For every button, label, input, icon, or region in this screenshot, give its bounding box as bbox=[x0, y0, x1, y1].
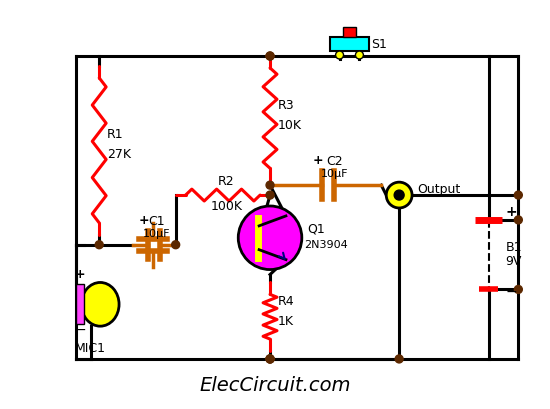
Text: ElecCircuit.com: ElecCircuit.com bbox=[199, 376, 351, 395]
Circle shape bbox=[336, 51, 344, 59]
Text: 10K: 10K bbox=[278, 119, 302, 132]
Text: −: − bbox=[505, 284, 517, 299]
Circle shape bbox=[238, 206, 302, 270]
Circle shape bbox=[266, 52, 274, 60]
Text: +: + bbox=[139, 214, 150, 227]
Text: R2: R2 bbox=[218, 175, 234, 188]
Circle shape bbox=[266, 355, 274, 363]
Text: R1: R1 bbox=[107, 128, 124, 142]
Circle shape bbox=[95, 241, 103, 249]
Text: 10μF: 10μF bbox=[321, 169, 348, 179]
Text: −: − bbox=[74, 323, 86, 337]
Circle shape bbox=[266, 355, 274, 363]
Text: MIC1: MIC1 bbox=[74, 342, 106, 355]
Text: 1K: 1K bbox=[278, 315, 294, 328]
Text: +: + bbox=[505, 205, 517, 219]
Circle shape bbox=[395, 355, 403, 363]
Text: +: + bbox=[313, 154, 323, 167]
Text: R3: R3 bbox=[278, 99, 295, 112]
Circle shape bbox=[394, 190, 404, 200]
Text: C1: C1 bbox=[148, 215, 164, 228]
Text: R4: R4 bbox=[278, 295, 295, 308]
Circle shape bbox=[355, 51, 364, 59]
Text: 10μF: 10μF bbox=[143, 229, 170, 239]
Text: S1: S1 bbox=[371, 38, 387, 51]
Circle shape bbox=[266, 191, 274, 199]
Ellipse shape bbox=[81, 283, 119, 326]
Circle shape bbox=[514, 216, 522, 224]
Bar bbox=[343, 27, 356, 37]
Text: Q1: Q1 bbox=[307, 223, 324, 236]
Circle shape bbox=[266, 181, 274, 189]
Circle shape bbox=[514, 285, 522, 293]
Text: 9V: 9V bbox=[505, 254, 522, 267]
Circle shape bbox=[266, 52, 274, 60]
Text: Output: Output bbox=[417, 183, 460, 196]
Circle shape bbox=[266, 355, 274, 363]
Circle shape bbox=[172, 241, 180, 249]
Text: 27K: 27K bbox=[107, 148, 131, 161]
Bar bbox=[329, 37, 370, 51]
Circle shape bbox=[514, 191, 522, 199]
Circle shape bbox=[386, 182, 412, 208]
Bar bbox=[76, 284, 84, 324]
Text: 2N3904: 2N3904 bbox=[304, 240, 348, 250]
Text: +: + bbox=[75, 268, 86, 281]
Text: 100K: 100K bbox=[211, 200, 243, 213]
Text: C2: C2 bbox=[327, 155, 343, 168]
Text: B1: B1 bbox=[505, 240, 522, 254]
